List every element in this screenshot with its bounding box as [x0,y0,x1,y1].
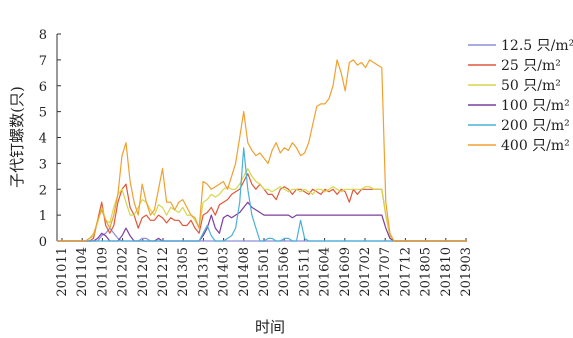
x-tick-label: 201109 [95,247,110,297]
x-tick-label: 201604 [318,247,333,297]
y-tick-label: 0 [39,235,47,250]
x-tick-label: 201903 [459,247,474,297]
y-tick-label: 2 [39,183,47,198]
y-tick-label: 8 [39,28,47,43]
x-tick-label: 201403 [217,247,232,297]
legend-label-4: 200 只/m² [501,118,570,134]
x-axis-title: 时间 [255,318,285,336]
legend: 12.5 只/m² 25 只/m² 50 只/m² 100 只/m² 200 只/m² 4… [468,38,573,154]
y-tick-label: 1 [39,209,47,224]
x-tick-label: 201810 [439,247,454,297]
x-tick-label: 201212 [156,247,171,297]
x-tick-label: 201805 [419,247,434,297]
legend-label-3: 100 只/m² [501,98,570,114]
x-tick-label: 201707 [378,247,393,297]
x-tick-label: 201702 [358,247,373,297]
series-lines [57,59,467,242]
y-tick-label: 5 [39,106,47,121]
x-tick-label: 201506 [277,247,292,297]
legend-label-1: 25 只/m² [501,58,561,74]
y-tick-label: 3 [39,157,47,172]
axes: 0 1 2 3 4 5 6 7 8 201011 201104 201109 201202 201207 2… [39,28,474,297]
y-axis-title: 子代钉螺数(只) [8,86,26,188]
y-tick-label: 7 [39,54,47,69]
legend-label-2: 50 只/m² [501,78,561,94]
x-tick-label: 201104 [75,247,90,297]
x-tick-label: 201408 [237,247,252,297]
series-line-3 [57,201,467,242]
x-tick-label: 201011 [55,247,70,297]
x-tick-label: 201712 [398,247,413,297]
x-tick-label: 201305 [176,247,191,297]
x-tick-label: 201310 [196,247,211,297]
x-tick-label: 201609 [338,247,353,297]
x-tick-label: 201202 [116,247,131,297]
series-line-5 [57,59,467,242]
legend-label-0: 12.5 只/m² [501,38,573,54]
x-tick-label: 201207 [136,247,151,297]
y-tick-label: 6 [39,80,47,95]
y-tick-label: 4 [39,132,47,147]
series-line-2 [57,168,467,242]
legend-label-5: 400 只/m² [501,138,570,154]
x-tick-label: 201511 [297,247,312,297]
x-tick-label: 201501 [257,247,272,297]
